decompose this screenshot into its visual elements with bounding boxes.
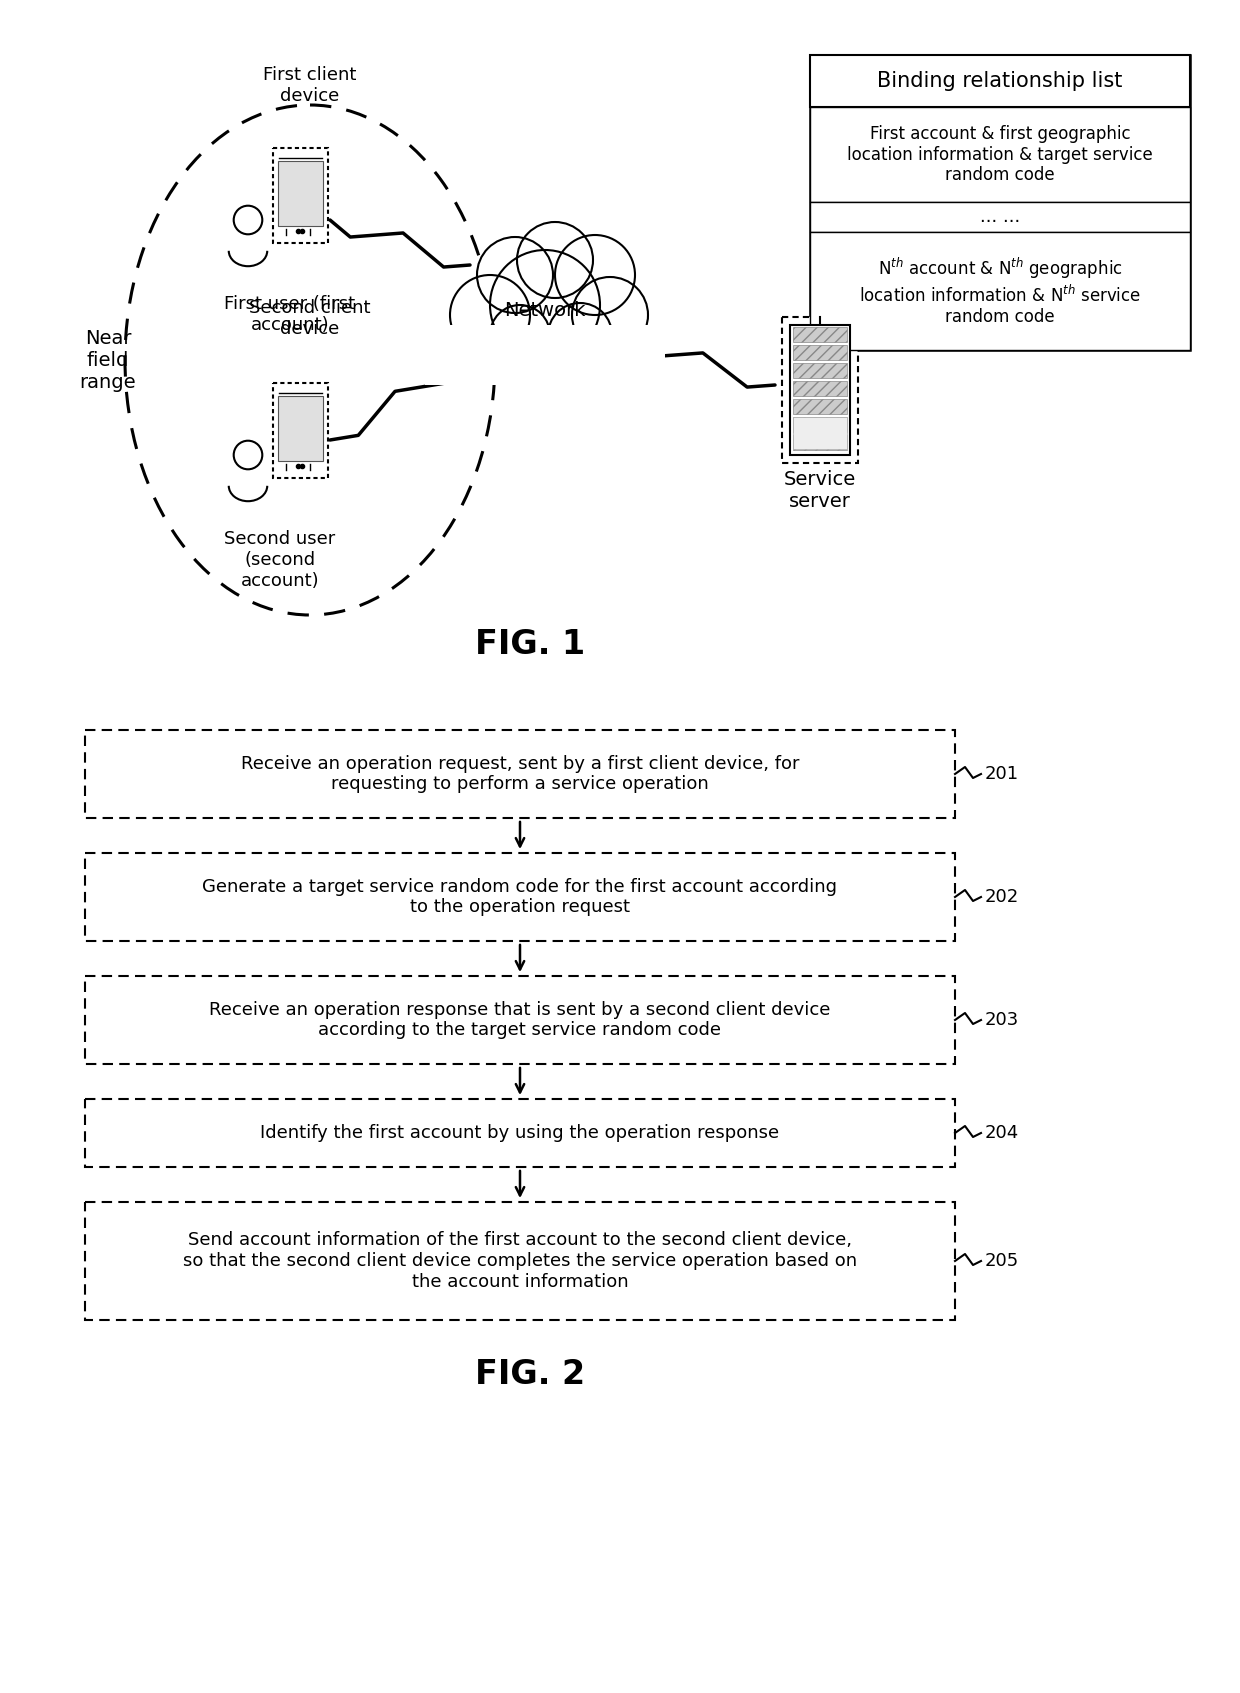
FancyBboxPatch shape <box>794 416 847 432</box>
Text: Second user
(second
account): Second user (second account) <box>224 530 336 589</box>
Text: Near
field
range: Near field range <box>79 328 136 391</box>
FancyBboxPatch shape <box>810 201 1190 232</box>
FancyBboxPatch shape <box>794 345 847 361</box>
FancyBboxPatch shape <box>273 383 329 477</box>
Text: Generate a target service random code for the first account according
to the ope: Generate a target service random code fo… <box>202 877 837 916</box>
FancyBboxPatch shape <box>278 396 322 460</box>
Circle shape <box>572 278 649 354</box>
FancyBboxPatch shape <box>273 147 329 244</box>
Text: Second client
device: Second client device <box>249 300 371 339</box>
Circle shape <box>548 303 613 367</box>
Circle shape <box>517 222 593 298</box>
Bar <box>425 325 665 384</box>
Text: Receive an operation response that is sent by a second client device
according t: Receive an operation response that is se… <box>210 1001 831 1040</box>
FancyBboxPatch shape <box>86 1099 955 1166</box>
FancyBboxPatch shape <box>794 400 847 415</box>
Text: Identify the first account by using the operation response: Identify the first account by using the … <box>260 1124 780 1143</box>
Circle shape <box>450 274 529 356</box>
FancyBboxPatch shape <box>86 975 955 1063</box>
Text: 202: 202 <box>985 889 1019 906</box>
Text: 204: 204 <box>985 1124 1019 1143</box>
FancyBboxPatch shape <box>810 54 1190 350</box>
FancyBboxPatch shape <box>790 325 849 455</box>
Text: N$^{th}$ account & N$^{th}$ geographic
location information & N$^{th}$ service
r: N$^{th}$ account & N$^{th}$ geographic l… <box>859 256 1141 327</box>
Text: Service
server: Service server <box>784 471 856 511</box>
FancyBboxPatch shape <box>86 853 955 941</box>
Text: First account & first geographic
location information & target service
random co: First account & first geographic locatio… <box>847 125 1153 185</box>
FancyBboxPatch shape <box>794 327 847 342</box>
Text: 203: 203 <box>985 1011 1019 1029</box>
Text: 205: 205 <box>985 1253 1019 1270</box>
Text: Network: Network <box>505 300 585 320</box>
Circle shape <box>477 237 553 313</box>
Text: First user (first
account): First user (first account) <box>224 295 356 334</box>
Text: FIG. 1: FIG. 1 <box>475 628 585 662</box>
Text: 201: 201 <box>985 765 1019 782</box>
FancyBboxPatch shape <box>794 381 847 396</box>
Text: Binding relationship list: Binding relationship list <box>878 71 1122 91</box>
Text: FIG. 2: FIG. 2 <box>475 1358 585 1392</box>
FancyBboxPatch shape <box>810 232 1190 350</box>
FancyBboxPatch shape <box>810 107 1190 201</box>
Text: Receive an operation request, sent by a first client device, for
requesting to p: Receive an operation request, sent by a … <box>241 755 800 794</box>
Circle shape <box>490 305 551 366</box>
Text: Send account information of the first account to the second client device,
so th: Send account information of the first ac… <box>184 1231 857 1290</box>
Circle shape <box>490 251 600 361</box>
Circle shape <box>556 235 635 315</box>
FancyBboxPatch shape <box>86 1202 955 1321</box>
FancyBboxPatch shape <box>278 161 322 225</box>
FancyBboxPatch shape <box>782 317 858 462</box>
FancyBboxPatch shape <box>86 730 955 818</box>
FancyBboxPatch shape <box>794 416 847 449</box>
Text: First client
device: First client device <box>263 66 357 105</box>
FancyBboxPatch shape <box>794 435 847 450</box>
Text: ... ...: ... ... <box>980 208 1021 225</box>
FancyBboxPatch shape <box>810 54 1190 107</box>
FancyBboxPatch shape <box>794 362 847 378</box>
